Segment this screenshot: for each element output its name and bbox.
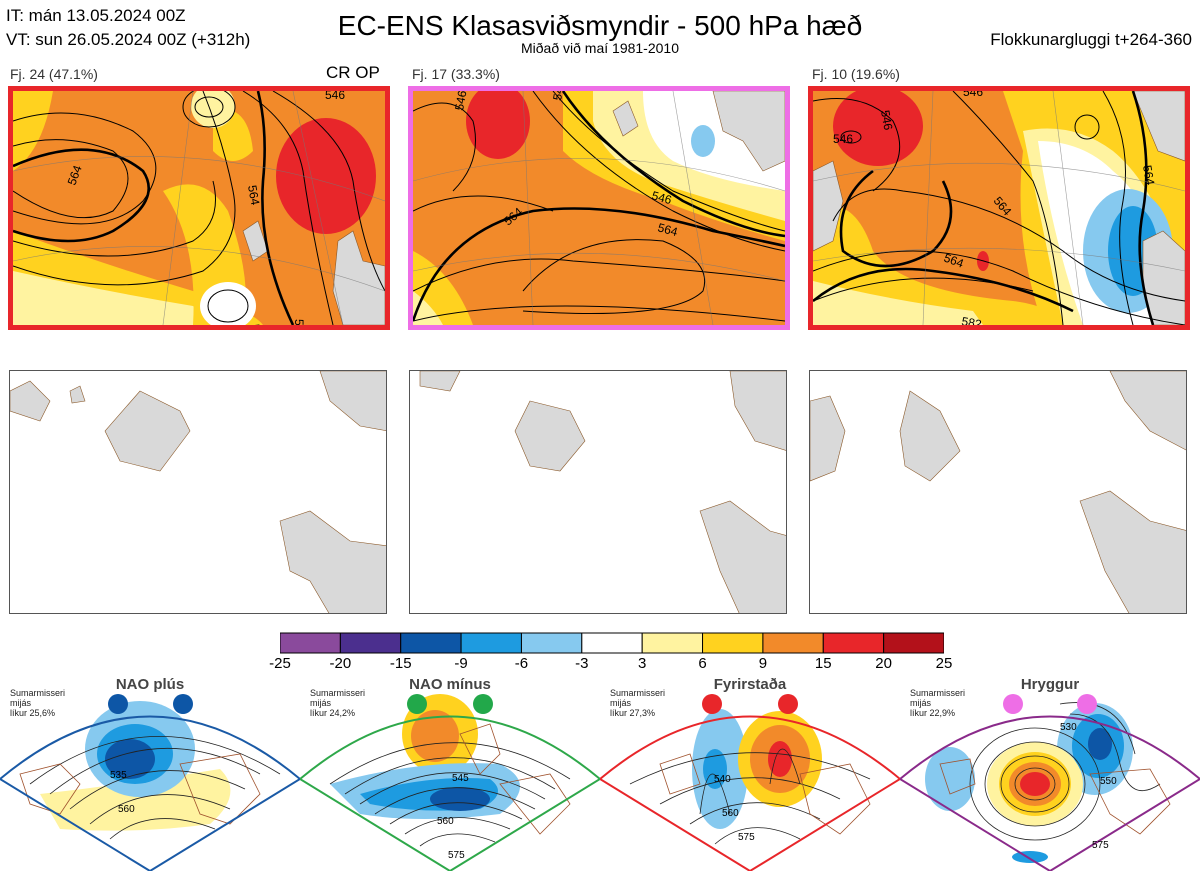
regime-contour-label: 530 [1060, 722, 1077, 733]
colorbar-tick-label: -9 [454, 655, 468, 672]
contour-label: 546 [325, 91, 345, 102]
classification-window: Flokkunargluggi t+264-360 [990, 30, 1192, 49]
init-time: IT: mán 13.05.2024 00Z [6, 6, 186, 25]
colorbar-tick-label: -25 [269, 655, 291, 672]
colorbar-bin [581, 632, 643, 654]
page-title: EC-ENS Klasasviðsmyndir - 500 hPa hæð [337, 10, 863, 41]
regime-nao-minus: 545 560 575 NAO mínus Sumarmisseri mijás l… [298, 674, 602, 873]
colorbar-bin [400, 632, 462, 654]
cluster-label-1: Fj. 24 (47.1%) [10, 66, 98, 82]
contour-label: 564 [942, 251, 966, 271]
colorbar-tick-label: -15 [389, 655, 412, 672]
contour-label: 546 [550, 91, 567, 102]
contour-label: 546 [963, 91, 983, 99]
contour-label: 546 [650, 188, 673, 207]
contour-label: 546 [833, 132, 853, 146]
cluster-map-2: 546 546 564 564 546 [408, 86, 790, 330]
colorbar-bin [520, 632, 583, 654]
contour-label: 564 [656, 220, 679, 239]
colorbar-bin [762, 632, 824, 654]
regime-blocking: 540 560 575 Fyrirstaða Sumarmisseri mijás… [598, 674, 902, 873]
colorbar-tick-label: -3 [575, 655, 589, 672]
colorbar-tick-label: 20 [875, 655, 892, 672]
control-operational-tag: CR OP [326, 63, 380, 82]
regime-contour-label: 575 [448, 850, 465, 861]
colorbar-bin [280, 632, 341, 654]
contour-label: 582 [292, 319, 306, 325]
colorbar-bin [339, 632, 402, 654]
regime-title: NAO mínus [409, 676, 491, 693]
regime-contour-label: 545 [452, 773, 469, 784]
regime-note: Sumarmisseri mijás líkur 27,3% [610, 688, 666, 718]
cluster-map-3: 546 546 546 564 564 582 564 [808, 86, 1190, 330]
page-subtitle: Miðað við maí 1981-2010 [521, 40, 679, 56]
regime-contour-label: 540 [714, 774, 731, 785]
cluster-map-lower-2 [409, 370, 787, 614]
regime-title: NAO plús [115, 676, 185, 693]
regime-title: Fyrirstaða [713, 676, 787, 693]
regime-note: Sumarmisseri mijás líkur 22,9% [910, 688, 966, 718]
colorbar-tick-label: -20 [329, 655, 352, 672]
valid-time: VT: sun 26.05.2024 00Z (+312h) [6, 30, 251, 49]
colorbar-bin [883, 632, 944, 654]
contour-label: 546 [248, 323, 265, 325]
colorbar-tick-label: 15 [814, 655, 832, 672]
regime-contour-label: 560 [437, 816, 454, 827]
cluster-label-2: Fj. 17 (33.3%) [412, 66, 500, 82]
colorbar-tick-label: 3 [638, 655, 647, 672]
regime-nao-plus: 535 560 NAO plús Sumarmisseri mijás líkur … [0, 674, 302, 873]
colorbar-tick-label: 9 [758, 655, 768, 672]
cluster-map-lower-1 [9, 370, 387, 614]
regime-contour-label: 550 [1100, 776, 1117, 787]
regime-title: Hryggur [1020, 676, 1080, 693]
colorbar-bin [702, 632, 764, 654]
regime-note: Sumarmisseri mijás líkur 24,2% [310, 688, 366, 718]
cluster-map-1: 564 564 546 582 546 [8, 86, 390, 330]
regime-ridge: 530 550 575 Hryggur Sumarmisseri mijás lík… [898, 674, 1200, 873]
cluster-map-lower-3 [809, 370, 1187, 614]
contour-label: 564 [245, 184, 262, 206]
regime-contour-label: 535 [110, 770, 127, 781]
colorbar [280, 632, 944, 654]
cluster-label-3: Fj. 10 (19.6%) [812, 66, 900, 82]
colorbar-bin [641, 632, 704, 654]
contour-label: 546 [878, 109, 895, 131]
colorbar-tick-label: 6 [698, 655, 707, 672]
colorbar-bin [460, 632, 522, 654]
regime-contour-label: 560 [722, 808, 739, 819]
colorbar-tick-label: -6 [514, 655, 529, 672]
contour-label: 582 [960, 314, 982, 325]
colorbar-tick-label: 25 [935, 655, 953, 672]
regime-contour-label: 575 [738, 832, 755, 843]
contour-label: 546 [452, 91, 469, 112]
regime-note: Sumarmisseri mijás líkur 25,6% [10, 688, 66, 718]
contour-label: 564 [65, 163, 85, 187]
regime-contour-label: 575 [1092, 840, 1109, 851]
regime-contour-label: 560 [118, 804, 135, 815]
colorbar-bin [822, 632, 885, 654]
contour-label: 564 [1140, 164, 1157, 186]
